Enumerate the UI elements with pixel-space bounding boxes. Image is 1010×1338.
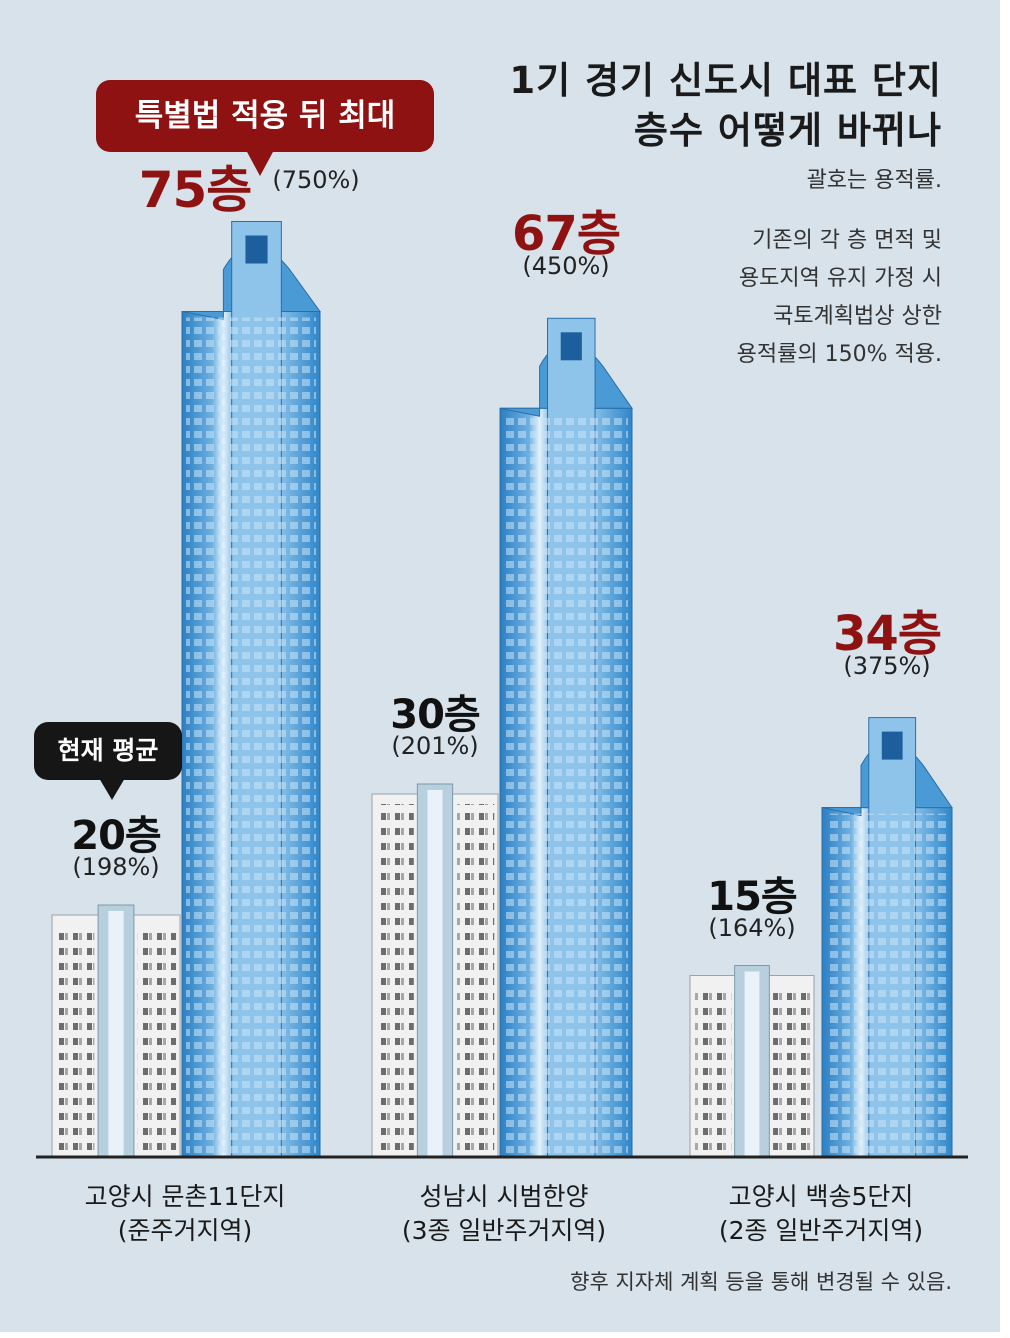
special-law-max-callout: 특별법 적용 뒤 최대: [96, 80, 434, 152]
max-ratio-label-3: (375%): [843, 651, 931, 680]
max-ratio-label-2: (450%): [522, 252, 610, 281]
bar-max-1: [181, 221, 321, 1158]
footnote: 향후 지자체 계획 등을 통해 변경될 수 있음.: [570, 1270, 952, 1294]
current-floor-label-2: 30층: [390, 692, 480, 738]
current-average-callout: 현재 평균: [34, 722, 182, 780]
bar-current-3: [689, 965, 815, 1158]
current-floor-label-3: 15층: [707, 873, 797, 920]
current-average-callout-tail: [99, 778, 125, 800]
max-floor-label-2: 67층: [512, 206, 621, 263]
bar-current-1: [51, 904, 181, 1158]
special-law-callout-tail: [246, 150, 274, 176]
max-ratio-label-1: (750%): [272, 165, 360, 194]
max-floor-label-1: 75층: [138, 160, 253, 219]
max-floor-label-3: 34층: [833, 605, 942, 662]
chart-title-line-2: 층수 어떻게 바뀌나: [633, 109, 942, 152]
assumption-note-line-4: 용적률의 150% 적용.: [736, 342, 942, 367]
current-floor-label-1: 20층: [71, 813, 161, 859]
bar-max-3: [821, 717, 953, 1158]
bar-current-2: [371, 783, 499, 1158]
assumption-note-line-2: 용도지역 유지 가정 시: [738, 266, 942, 291]
category-label-3: 고양시 백송5단지 (2종 일반주거지역): [718, 1182, 924, 1245]
chart-subtitle: 괄호는 용적률.: [806, 168, 942, 193]
assumption-note-line-1: 기존의 각 층 면적 및: [752, 228, 942, 253]
bar-max-2: [499, 317, 633, 1158]
current-ratio-label-3: (164%): [708, 913, 796, 942]
current-ratio-label-1: (198%): [72, 853, 160, 881]
current-ratio-label-2: (201%): [391, 732, 479, 760]
assumption-note-line-3: 국토계획법상 상한: [773, 304, 942, 329]
category-label-2: 성남시 시범한양 (3종 일반주거지역): [401, 1182, 607, 1245]
chart-title-line-1: 1기 경기 신도시 대표 단지: [509, 59, 942, 102]
category-label-1: 고양시 문촌11단지 (준주거지역): [84, 1182, 286, 1245]
